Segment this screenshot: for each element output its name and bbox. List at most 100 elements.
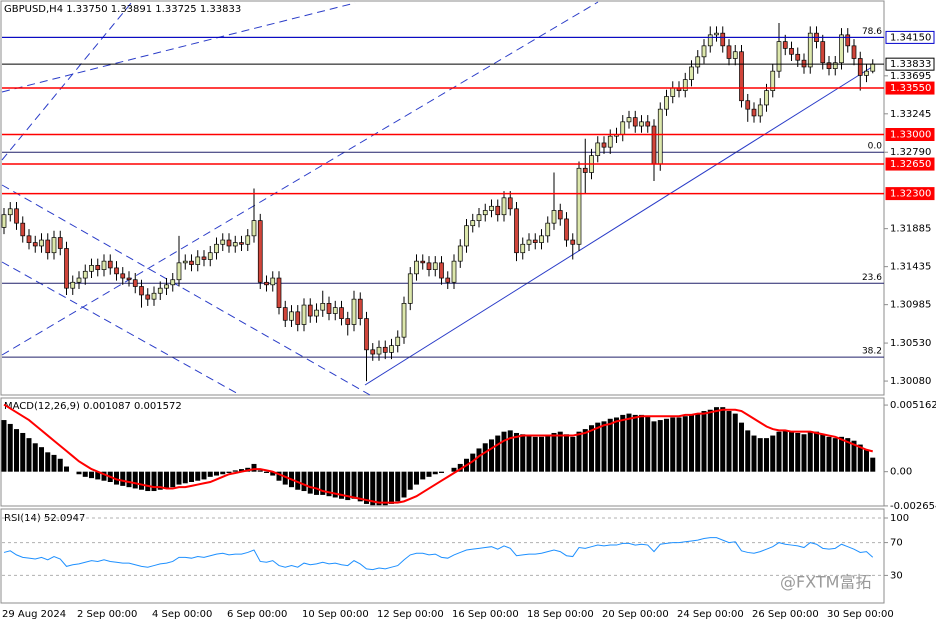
y-tick-label: 0.005162 bbox=[890, 400, 936, 411]
price-level-box bbox=[885, 128, 935, 142]
macd-bar bbox=[201, 471, 207, 480]
candle-body bbox=[320, 303, 326, 311]
drawn-objects bbox=[1, 1, 873, 396]
y-tick-label: 1.32790 bbox=[890, 147, 931, 158]
candle-body bbox=[132, 279, 138, 287]
candle-body bbox=[407, 273, 413, 304]
candle-body bbox=[495, 205, 501, 216]
macd-bar bbox=[626, 413, 632, 472]
y-tick-label: 1.30530 bbox=[890, 338, 931, 349]
macd-bar bbox=[332, 471, 338, 498]
macd-bar bbox=[814, 431, 819, 472]
candle-body bbox=[207, 252, 213, 260]
watermark: @FXTM富拓 bbox=[780, 573, 871, 592]
candle-body bbox=[220, 239, 226, 245]
macd-bar bbox=[95, 471, 101, 480]
channel-line bbox=[1, 1, 133, 161]
macd-bar bbox=[182, 471, 188, 484]
macd-bar bbox=[251, 463, 257, 472]
candle-body bbox=[139, 286, 144, 296]
candle-body bbox=[345, 318, 351, 325]
macd-bar bbox=[264, 471, 269, 473]
macd-bar bbox=[220, 471, 226, 475]
macd-bar bbox=[89, 471, 94, 479]
macd-bar bbox=[232, 470, 238, 472]
y-tick-label: -0.002654 bbox=[890, 501, 936, 512]
macd-bar bbox=[657, 420, 663, 472]
channel-line bbox=[1, 1, 599, 356]
macd-bar bbox=[807, 431, 813, 472]
macd-bar bbox=[126, 471, 132, 488]
candle-body bbox=[520, 243, 526, 254]
y-tick-label: 30 bbox=[890, 570, 903, 581]
candle-body bbox=[532, 239, 538, 243]
candle-body bbox=[807, 32, 813, 68]
candle-body bbox=[245, 235, 251, 245]
macd-bar bbox=[257, 470, 263, 472]
candle-body bbox=[282, 307, 288, 321]
candle-body bbox=[826, 62, 832, 69]
macd-bar bbox=[339, 471, 344, 499]
candle-body bbox=[182, 260, 188, 264]
candle-body bbox=[501, 197, 507, 216]
macd-bar bbox=[26, 438, 32, 472]
channel-line bbox=[1, 261, 241, 396]
candle-body bbox=[470, 220, 476, 227]
macd-bar bbox=[214, 471, 219, 476]
candle-body bbox=[789, 48, 794, 55]
macd-bar bbox=[345, 471, 351, 501]
trend-line bbox=[364, 66, 873, 386]
candle-body bbox=[695, 56, 701, 68]
candle-body bbox=[457, 245, 463, 262]
candle-body bbox=[764, 90, 769, 106]
macd-bar bbox=[664, 418, 669, 472]
candle-body bbox=[795, 53, 801, 61]
macd-bar bbox=[751, 435, 757, 472]
macd-bar bbox=[401, 471, 407, 498]
candle-body bbox=[489, 205, 494, 211]
candle-body bbox=[414, 260, 419, 275]
x-tick-label: 30 Sep 00:00 bbox=[827, 609, 894, 620]
candle-body bbox=[682, 79, 688, 91]
candle-body bbox=[1, 214, 7, 228]
channel-line bbox=[1, 2, 356, 93]
candle-body bbox=[601, 142, 607, 148]
candle-body bbox=[70, 281, 76, 289]
candle-body bbox=[145, 294, 151, 300]
macd-bar bbox=[826, 436, 832, 472]
price-level-label: 1.32300 bbox=[890, 189, 931, 200]
candle-body bbox=[270, 277, 276, 286]
candle-body bbox=[51, 237, 57, 254]
chart-title: GBPUSD,H4 1.33750 1.33891 1.33725 1.3383… bbox=[4, 4, 241, 15]
candle-body bbox=[326, 303, 332, 314]
candle-body bbox=[201, 256, 207, 260]
macd-bar bbox=[632, 414, 638, 472]
macd-bar bbox=[270, 471, 276, 476]
rsi-line bbox=[3, 537, 874, 571]
macd-bar bbox=[701, 411, 707, 472]
candle-body bbox=[732, 51, 738, 59]
candle-body bbox=[89, 265, 94, 272]
macd-bar bbox=[57, 458, 63, 472]
candle-body bbox=[801, 59, 807, 68]
price-level-label: 1.32650 bbox=[890, 159, 931, 170]
candle-body bbox=[645, 121, 651, 127]
candle-body bbox=[95, 265, 101, 270]
macd-bar bbox=[407, 471, 413, 490]
macd-bar bbox=[595, 422, 601, 472]
macd-bar bbox=[639, 414, 644, 472]
candle-body bbox=[176, 262, 182, 281]
macd-bar bbox=[376, 471, 382, 506]
candle-body bbox=[307, 304, 313, 317]
price-level-label: 1.33550 bbox=[890, 83, 931, 94]
candle-body bbox=[632, 117, 638, 127]
candle-body bbox=[395, 336, 401, 346]
candle-body bbox=[851, 45, 857, 59]
macd-bar bbox=[314, 471, 319, 495]
price-level-box bbox=[885, 81, 935, 95]
macd-bar bbox=[382, 471, 388, 506]
macd-bar bbox=[695, 413, 701, 472]
candle-body bbox=[626, 117, 632, 123]
macd-bar bbox=[326, 471, 332, 497]
candle-body bbox=[657, 108, 663, 165]
